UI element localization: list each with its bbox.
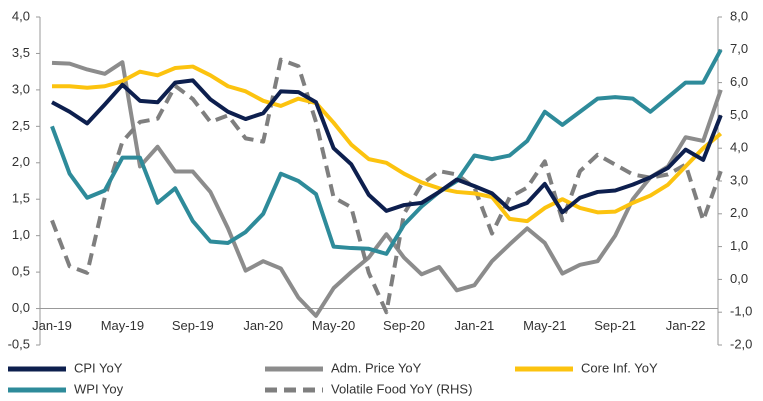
y-tick-label: 1,5 [12, 191, 30, 206]
series-line [50, 48, 723, 256]
legend-label: Core Inf. YoY [581, 360, 658, 375]
legend-label: Volatile Food YoY (RHS) [331, 381, 472, 396]
y-tick-label: 3,5 [12, 45, 30, 60]
x-tick-label: May-19 [101, 318, 144, 333]
series-line [51, 60, 723, 318]
x-tick-label: Jan-19 [32, 318, 72, 333]
y-tick-label: -0,5 [8, 336, 30, 351]
y2-tick-label: 1,0 [730, 238, 748, 253]
y-tick-label: 0,5 [12, 264, 30, 279]
legend-label: Adm. Price YoY [331, 360, 422, 375]
y2-tick-label: 7,0 [730, 41, 748, 56]
y-tick-label: 1,0 [12, 227, 30, 242]
x-tick-label: May-21 [523, 318, 566, 333]
y2-tick-label: 8,0 [730, 8, 748, 23]
x-tick-label: Jan-20 [243, 318, 283, 333]
y-tick-label: 0,0 [12, 300, 30, 315]
y2-tick-label: -2,0 [730, 336, 752, 351]
y2-tick-label: 4,0 [730, 140, 748, 155]
x-tick-label: Sep-21 [594, 318, 636, 333]
y2-tick-label: 3,0 [730, 172, 748, 187]
legend-label: CPI YoY [74, 360, 123, 375]
y2-tick-label: 5,0 [730, 107, 748, 122]
y-tick-label: 2,0 [12, 154, 30, 169]
x-tick-label: Jan-21 [455, 318, 495, 333]
legend-label: WPI Yoy [74, 381, 124, 396]
y2-tick-label: 0,0 [730, 271, 748, 286]
x-tick-label: Jan-22 [666, 318, 706, 333]
y2-tick-label: -1,0 [730, 304, 752, 319]
series-line [52, 64, 723, 224]
y-tick-label: 3,0 [12, 81, 30, 96]
series-line [51, 78, 723, 215]
x-tick-label: Sep-20 [383, 318, 425, 333]
x-tick-label: Sep-19 [172, 318, 214, 333]
series-line [50, 57, 723, 315]
y2-tick-label: 6,0 [730, 74, 748, 89]
y-tick-label: 4,0 [12, 8, 30, 23]
y2-tick-label: 2,0 [730, 205, 748, 220]
x-tick-label: May-20 [312, 318, 355, 333]
y-tick-label: 2,5 [12, 118, 30, 133]
